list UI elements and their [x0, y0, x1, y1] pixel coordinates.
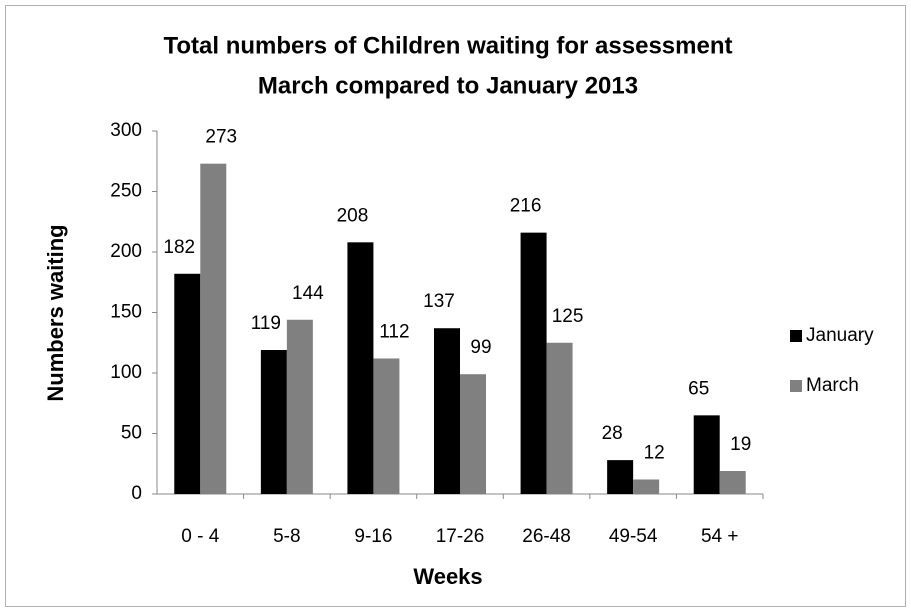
data-label: 28 [602, 423, 623, 444]
bar [347, 242, 374, 494]
y-axis-title: Numbers waiting [43, 224, 68, 401]
y-tick-label: 100 [110, 362, 142, 383]
x-tick-label: 26-48 [522, 526, 571, 547]
legend-label: January [806, 325, 874, 346]
legend-label: March [806, 375, 859, 396]
chart-border [5, 5, 906, 607]
x-tick-label: 17-26 [436, 526, 485, 547]
data-label: 99 [470, 337, 491, 358]
data-label: 137 [423, 291, 455, 312]
x-tick-label: 5-8 [273, 526, 300, 547]
bar [260, 350, 287, 494]
bar [520, 232, 547, 494]
data-label: 119 [251, 313, 281, 334]
y-tick-label: 50 [121, 423, 142, 444]
y-tick-label: 300 [110, 120, 142, 141]
data-label: 273 [205, 127, 237, 148]
bar [633, 479, 660, 494]
data-label: 216 [510, 196, 542, 217]
x-tick-label: 9-16 [354, 526, 392, 547]
x-axis-title: Weeks [413, 564, 482, 589]
data-label: 112 [379, 321, 409, 342]
bar [434, 328, 460, 494]
data-label: 65 [688, 378, 709, 399]
bar [693, 415, 720, 494]
y-tick-label: 150 [110, 302, 142, 323]
legend-swatch [790, 330, 802, 342]
bar [460, 374, 486, 494]
bar [719, 471, 746, 494]
data-label: 19 [730, 434, 751, 455]
data-label: 182 [163, 237, 195, 258]
bar [373, 358, 400, 494]
x-tick-label: 49-54 [609, 526, 658, 547]
y-tick-label: 200 [110, 241, 142, 262]
bar [286, 319, 313, 494]
x-tick-label: 54 + [701, 526, 739, 547]
chart-title: Total numbers of Children waiting for as… [164, 32, 733, 59]
y-tick-label: 250 [110, 181, 142, 202]
chart-subtitle: March compared to January 2013 [258, 72, 638, 99]
legend-swatch [790, 380, 802, 392]
x-tick-label: 0 - 4 [181, 526, 219, 547]
bar [546, 342, 573, 494]
y-tick-label: 0 [131, 483, 142, 504]
bar [607, 460, 634, 494]
data-label: 208 [337, 205, 369, 226]
bar [200, 163, 227, 495]
data-label: 12 [644, 442, 665, 463]
data-label: 125 [552, 306, 584, 327]
bar [174, 273, 201, 494]
data-label: 144 [292, 283, 324, 304]
